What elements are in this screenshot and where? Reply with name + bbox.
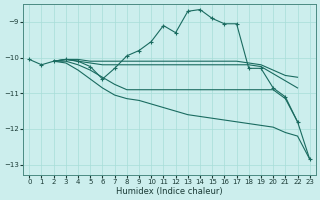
- X-axis label: Humidex (Indice chaleur): Humidex (Indice chaleur): [116, 187, 223, 196]
